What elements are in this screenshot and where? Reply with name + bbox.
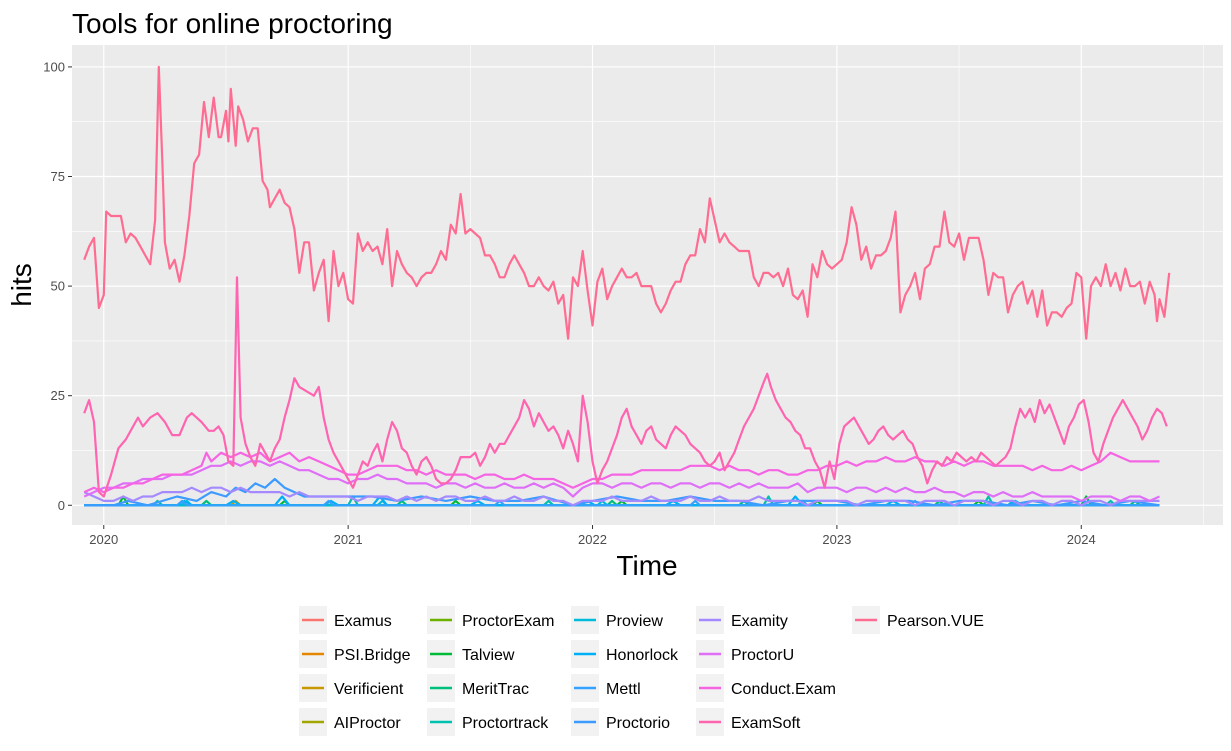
x-tick-label: 2023 bbox=[822, 532, 851, 547]
y-tick-label: 50 bbox=[51, 279, 65, 294]
x-tick-label: 2020 bbox=[89, 532, 118, 547]
legend: Examus PSI.Bridge Verificient AIProctor Proc… bbox=[299, 606, 984, 736]
series-lines bbox=[83, 65, 1171, 507]
legend-entry: AIProctor bbox=[334, 715, 401, 732]
x-tick-label: 2022 bbox=[578, 532, 607, 547]
legend-entry: ProctorU bbox=[731, 647, 794, 664]
series-line-pearson-vue bbox=[83, 65, 1171, 340]
legend-entry: Examity bbox=[731, 613, 788, 630]
series-line-proctoru bbox=[83, 460, 1160, 502]
legend-entry: Honorlock bbox=[606, 647, 679, 664]
series-line-examsoft bbox=[83, 276, 1168, 498]
y-tick-label: 25 bbox=[51, 388, 65, 403]
legend-entry: Verificient bbox=[334, 681, 404, 698]
legend-entry: Proctorio bbox=[606, 715, 670, 732]
y-axis-label: hits bbox=[6, 263, 37, 307]
legend-entry: Proctortrack bbox=[462, 715, 549, 732]
legend-entry: Pearson.VUE bbox=[887, 613, 984, 630]
x-axis: 2020 2021 2022 2023 2024 bbox=[89, 525, 1096, 547]
legend-entry: MeritTrac bbox=[462, 681, 529, 698]
x-tick-label: 2021 bbox=[334, 532, 363, 547]
y-tick-label: 75 bbox=[51, 169, 65, 184]
x-axis-label: Time bbox=[616, 550, 677, 581]
x-tick-label: 2024 bbox=[1067, 532, 1096, 547]
legend-entry: PSI.Bridge bbox=[334, 647, 411, 664]
series-line-examity bbox=[83, 486, 1160, 507]
legend-entry: ExamSoft bbox=[731, 715, 801, 732]
y-tick-label: 0 bbox=[58, 498, 65, 513]
y-tick-label: 100 bbox=[43, 59, 65, 74]
y-axis: 0 25 50 75 100 bbox=[43, 59, 72, 513]
legend-entry: Examus bbox=[334, 613, 392, 630]
legend-entry: ProctorExam bbox=[462, 613, 554, 630]
chart-title: Tools for online proctoring bbox=[72, 8, 393, 39]
legend-entry: Proview bbox=[606, 613, 663, 630]
legend-entry: Talview bbox=[462, 647, 515, 664]
legend-entry: Mettl bbox=[606, 681, 641, 698]
legend-entry: Conduct.Exam bbox=[731, 681, 836, 698]
series-line-conduct-exam bbox=[83, 451, 1160, 494]
